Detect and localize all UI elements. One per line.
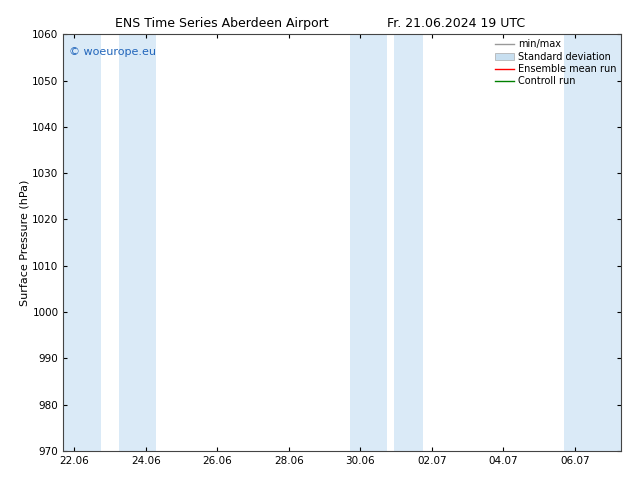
Text: Fr. 21.06.2024 19 UTC: Fr. 21.06.2024 19 UTC: [387, 17, 526, 30]
Y-axis label: Surface Pressure (hPa): Surface Pressure (hPa): [20, 179, 30, 306]
Bar: [394, 34, 423, 451]
Bar: [349, 34, 387, 451]
Bar: [564, 34, 621, 451]
Bar: [63, 34, 101, 451]
Legend: min/max, Standard deviation, Ensemble mean run, Controll run: min/max, Standard deviation, Ensemble me…: [493, 37, 618, 88]
Text: ENS Time Series Aberdeen Airport: ENS Time Series Aberdeen Airport: [115, 17, 328, 30]
Text: © woeurope.eu: © woeurope.eu: [69, 47, 156, 57]
Bar: [119, 34, 157, 451]
